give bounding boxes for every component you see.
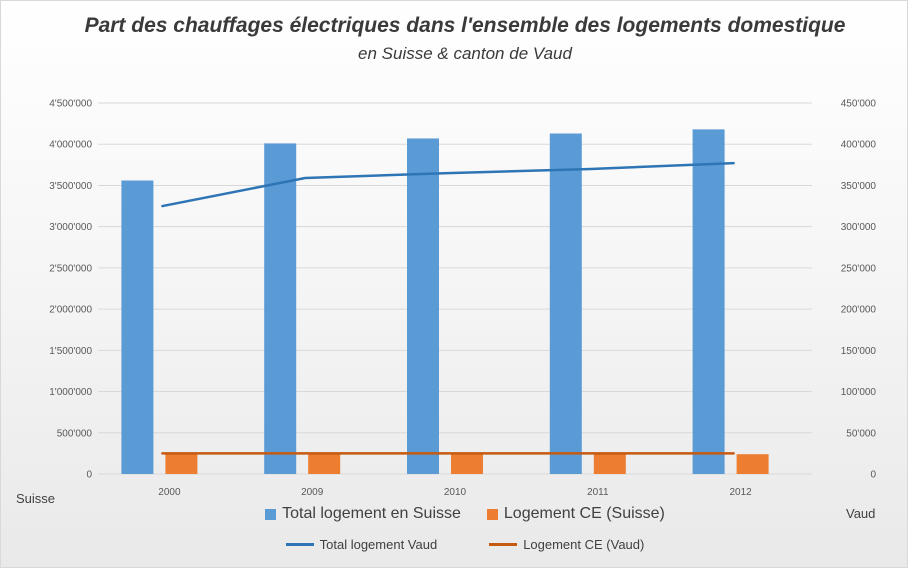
bar-total-suisse bbox=[407, 138, 439, 474]
y-right-tick-label: 350'000 bbox=[841, 181, 877, 192]
y-left-tick-label: 4'000'000 bbox=[49, 140, 92, 151]
bar-total-suisse bbox=[264, 143, 297, 475]
y-right-tick-label: 250'000 bbox=[841, 263, 877, 274]
bar-ce-suisse bbox=[451, 454, 483, 474]
bar-ce-suisse bbox=[308, 454, 341, 474]
y-left-tick-label: 500'000 bbox=[57, 428, 93, 439]
legend-line-orange bbox=[489, 543, 518, 546]
legend-lines: Total logement Vaud Logement CE (Vaud) bbox=[0, 537, 908, 552]
legend-item-ce-vaud: Logement CE (Vaud) bbox=[489, 537, 644, 552]
legend-swatch-blue bbox=[265, 508, 277, 520]
y-right-tick-label: 50'000 bbox=[846, 428, 876, 439]
y-left-tick-label: 1'000'000 bbox=[49, 387, 92, 398]
legend-item-total-vaud: Total logement Vaud bbox=[285, 537, 438, 552]
y-right-tick-label: 400'000 bbox=[841, 140, 877, 151]
legend-bars: Total logement en Suisse Logement CE (Su… bbox=[0, 505, 908, 523]
y-right-tick-label: 300'000 bbox=[841, 222, 877, 233]
chart-title: Part des chauffages électriques dans l'e… bbox=[84, 14, 846, 37]
bar-ce-suisse bbox=[593, 454, 626, 474]
x-tick-label: 2012 bbox=[729, 487, 752, 498]
bar-total-suisse bbox=[121, 180, 154, 474]
x-tick-label: 2000 bbox=[158, 487, 181, 498]
legend-label: Logement CE (Suisse) bbox=[503, 505, 665, 522]
y-left-tick-label: 0 bbox=[86, 470, 92, 481]
y-right-tick-label: 100'000 bbox=[841, 387, 877, 398]
chart-subtitle: en Suisse & canton de Vaud bbox=[358, 44, 572, 63]
bar-total-suisse bbox=[549, 133, 582, 474]
x-tick-label: 2009 bbox=[301, 487, 324, 498]
y-right-tick-label: 0 bbox=[870, 470, 876, 481]
y-left-tick-label: 4'500'000 bbox=[49, 99, 92, 110]
y-left-tick-label: 3'000'000 bbox=[49, 222, 92, 233]
legend-item-ce-suisse: Logement CE (Suisse) bbox=[486, 505, 665, 523]
x-tick-label: 2010 bbox=[444, 487, 467, 498]
x-tick-label: 2011 bbox=[587, 487, 609, 498]
bar-ce-suisse bbox=[736, 454, 769, 474]
legend-line-blue bbox=[285, 543, 314, 546]
legend-item-total-suisse: Total logement en Suisse bbox=[265, 505, 461, 523]
bar-total-suisse bbox=[692, 129, 725, 475]
left-axis-label: Suisse bbox=[16, 491, 56, 506]
legend-label: Total logement en Suisse bbox=[282, 505, 461, 522]
y-right-tick-label: 150'000 bbox=[841, 346, 877, 357]
legend-label: Total logement Vaud bbox=[319, 537, 438, 552]
y-left-tick-label: 1'500'000 bbox=[49, 346, 92, 357]
y-right-tick-label: 200'000 bbox=[841, 305, 877, 316]
right-axis-label: Vaud bbox=[846, 506, 876, 521]
y-left-tick-label: 3'500'000 bbox=[49, 181, 92, 192]
y-right-tick-label: 450'000 bbox=[841, 99, 877, 110]
legend-label: Logement CE (Vaud) bbox=[523, 537, 645, 552]
bar-ce-suisse bbox=[165, 454, 198, 474]
legend-swatch-orange bbox=[486, 508, 498, 520]
line-total-vaud bbox=[161, 161, 735, 208]
y-left-tick-label: 2'500'000 bbox=[49, 263, 92, 274]
y-left-tick-label: 2'000'000 bbox=[49, 305, 92, 316]
